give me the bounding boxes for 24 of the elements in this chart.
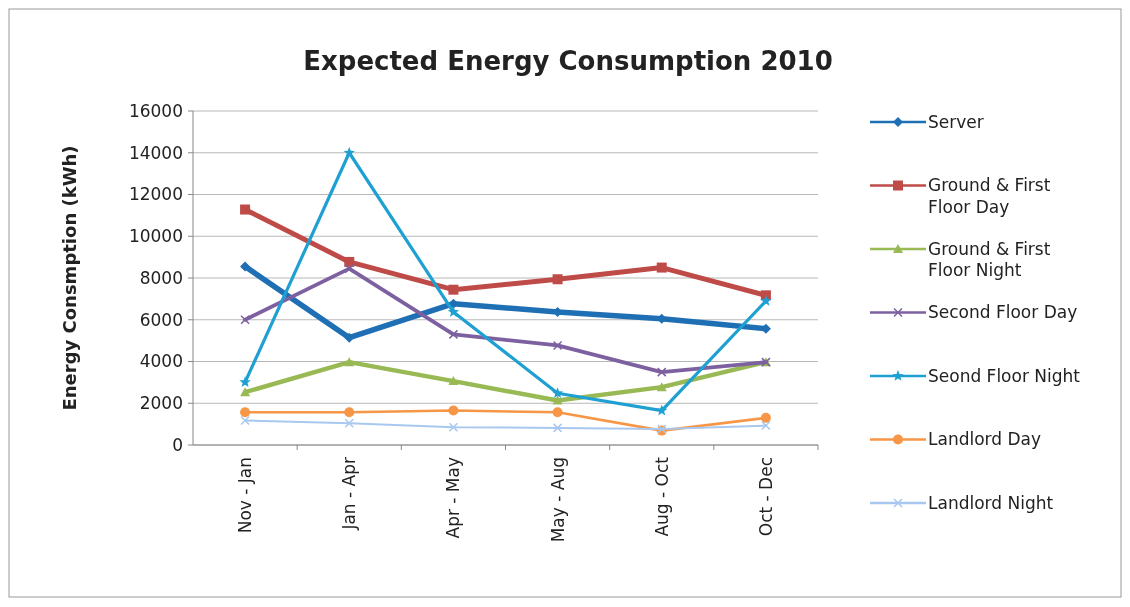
legend-label: Ground & First Floor Day bbox=[928, 175, 1051, 217]
y-tick-label: 0 bbox=[172, 434, 183, 455]
legend-label: Second Floor Day bbox=[928, 302, 1078, 323]
legend-label: Seond Floor Night bbox=[928, 365, 1081, 386]
legend-label: Landlord Night bbox=[928, 492, 1054, 513]
legend-label: Ground & First Floor Night bbox=[928, 238, 1051, 281]
x-tick-label: Aug - Oct bbox=[651, 456, 672, 537]
y-tick-label: 6000 bbox=[139, 309, 183, 330]
x-tick-label: Jan - Apr bbox=[339, 456, 360, 531]
y-tick-label: 14000 bbox=[128, 142, 183, 163]
y-tick-label: 10000 bbox=[128, 226, 183, 247]
legend-label: Server bbox=[928, 111, 984, 132]
x-tick-label: Apr - May bbox=[443, 457, 464, 539]
y-tick-label: 16000 bbox=[128, 100, 183, 121]
y-tick-label: 8000 bbox=[139, 267, 183, 288]
y-tick-label: 2000 bbox=[139, 393, 183, 414]
x-tick-label: Oct - Dec bbox=[755, 457, 776, 537]
y-axis-title: Energy Consmption (kWh) bbox=[59, 145, 80, 411]
legend-label: Landlord Day bbox=[928, 429, 1042, 450]
x-tick-label: Nov - Jan bbox=[235, 457, 256, 534]
chart-title: Expected Energy Consumption 2010 bbox=[303, 46, 833, 76]
y-tick-label: 4000 bbox=[139, 351, 183, 372]
y-tick-label: 12000 bbox=[128, 184, 183, 205]
x-tick-label: May - Aug bbox=[547, 457, 568, 543]
